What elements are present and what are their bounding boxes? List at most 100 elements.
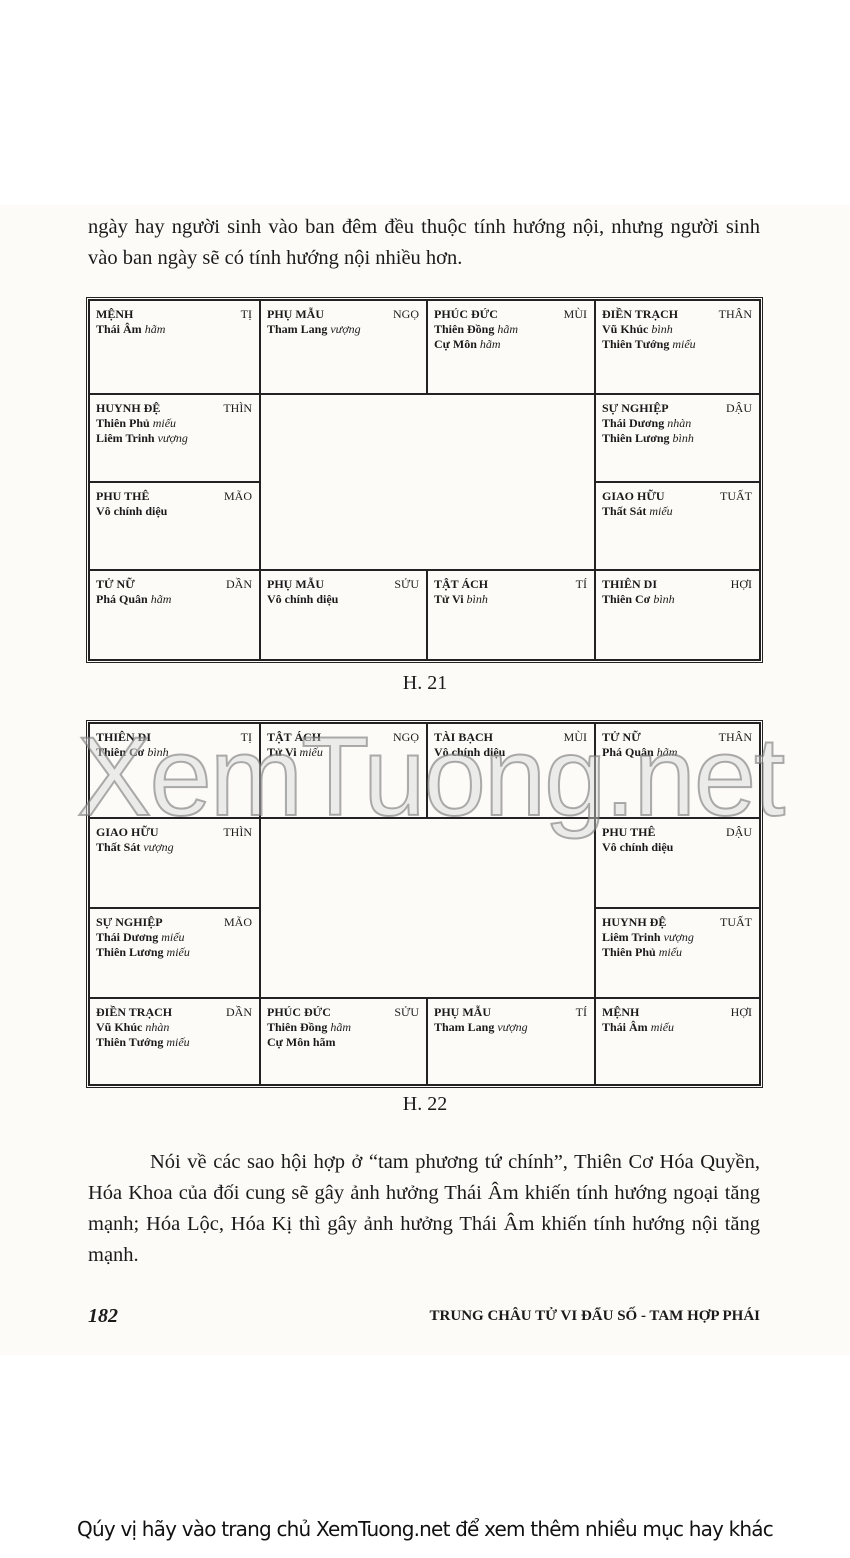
star-strength: nhàn (145, 1020, 170, 1034)
palace-cell: PHỤ MẪU SỬU Vô chính diệu (260, 570, 427, 660)
palace-cell: PHU THÊ MÃO Vô chính diệu (89, 482, 260, 570)
palace-name: PHỤ MẪU (267, 307, 324, 321)
palace-cell: TÀI BẠCH MÙI Vô chính diệu (427, 723, 595, 818)
chart-center (260, 394, 595, 570)
palace-branch: TỊ (240, 307, 252, 321)
star-strength: miếu (299, 745, 323, 759)
palace-branch: TUẤT (720, 915, 752, 929)
palace-branch: MÙI (563, 307, 587, 321)
star-strength: hãm (144, 322, 166, 336)
star-strength: miếu (166, 945, 190, 959)
palace-cell: GIAO HỮU TUẤT Thất Sát miếu (595, 482, 760, 570)
palace-name: ĐIỀN TRẠCH (602, 307, 679, 321)
palace-cell: ĐIỀN TRẠCH DẦN Vũ Khúc nhàn Thiên Tướng miế… (89, 998, 260, 1085)
star-strength: bình (672, 431, 694, 445)
palace-name: GIAO HỮU (96, 825, 159, 839)
palace-branch: SỬU (394, 577, 419, 591)
star-entry: Vô chính diệu (267, 592, 339, 606)
star-entry: Thiên Cơ bình (602, 592, 675, 606)
palace-cell: TẬT ÁCH TÍ Tử Vi bình (427, 570, 595, 660)
footer-promo-link[interactable]: Qúy vị hãy vào trang chủ XemTuong.net để… (77, 1517, 774, 1541)
palace-cell: THIÊN DI HỢI Thiên Cơ bình (595, 570, 760, 660)
palace-cell: PHỤ MẪU NGỌ Tham Lang vượng (260, 300, 427, 394)
palace-branch: HỢI (730, 577, 752, 591)
palace-name: GIAO HỮU (602, 489, 665, 503)
palace-cell: TỬ NỮ DẦN Phá Quân hãm (89, 570, 260, 660)
palace-branch: DẦN (226, 1005, 252, 1019)
chart-caption-h21: H. 21 (402, 672, 448, 694)
palace-branch: THÌN (223, 825, 252, 839)
star-entry: Thiên Phủ miếu (96, 416, 177, 430)
palace-branch: THÌN (223, 401, 252, 415)
palace-cell: THIÊN DI TỊ Thiên Cơ bình (89, 723, 260, 818)
palace-name: HUYNH ĐỆ (96, 401, 161, 415)
palace-branch: THÂN (718, 730, 752, 744)
star-entry: Thái Dương nhàn (602, 416, 692, 430)
palace-name: TẬT ÁCH (267, 730, 322, 744)
star-entry: Vô chính diệu (602, 840, 674, 854)
star-entry: Thiên Đồng hãm (434, 322, 519, 336)
palace-branch: THÂN (718, 307, 752, 321)
star-entry: Tử Vi bình (434, 592, 488, 606)
chart-h21: MỆNH TỊ Thái Âm hãm PHỤ MẪU NGỌ Tham Lang vượ… (86, 297, 763, 663)
star-strength: hãm (656, 745, 678, 759)
star-entry: Vũ Khúc nhàn (96, 1020, 170, 1034)
star-strength: hãm (497, 322, 519, 336)
star-strength: miếu (161, 930, 185, 944)
star-strength: miếu (152, 416, 177, 430)
book-page (0, 205, 850, 1355)
palace-name: TẬT ÁCH (434, 577, 489, 591)
star-strength: bình (653, 592, 675, 606)
star-entry: Liêm Trinh vượng (96, 431, 188, 445)
body-paragraph: Nói về các sao hội hợp ở “tam phương tứ … (88, 1151, 760, 1266)
star-strength: vượng (330, 322, 361, 336)
star-strength: miếu (650, 1020, 675, 1034)
palace-name: SỰ NGHIỆP (96, 915, 163, 929)
palace-branch: TÍ (575, 1005, 587, 1019)
palace-branch: DẦN (226, 577, 252, 591)
star-entry: Thiên Đồng hãm (267, 1020, 352, 1034)
palace-cell: MỆNH HỢI Thái Âm miếu (595, 998, 760, 1085)
star-entry: Phá Quân hãm (602, 745, 678, 759)
star-strength: miếu (649, 504, 673, 518)
palace-branch: NGỌ (393, 307, 419, 321)
palace-name: PHU THÊ (96, 489, 150, 503)
palace-cell: HUYNH ĐỆ TUẤT Liêm Trinh vượng Thiên Phủ mi… (595, 908, 760, 998)
running-header: TRUNG CHÂU TỬ VI ĐẨU SỐ - TAM HỢP PHÁI (429, 1308, 760, 1324)
star-entry: Tham Lang vượng (267, 322, 361, 336)
star-entry: Thất Sát miếu (602, 504, 673, 518)
star-entry: Cự Môn hãm (434, 337, 501, 351)
palace-name: PHÚC ĐỨC (267, 1005, 331, 1019)
palace-name: PHỤ MẪU (267, 577, 324, 591)
palace-cell: TẬT ÁCH NGỌ Tử Vi miếu (260, 723, 427, 818)
palace-cell: SỰ NGHIỆP DẬU Thái Dương nhàn Thiên Lương b… (595, 394, 760, 482)
palace-branch: DẬU (726, 401, 752, 415)
palace-branch: SỬU (394, 1005, 419, 1019)
palace-name: THIÊN DI (96, 730, 152, 744)
palace-name: HUYNH ĐỆ (602, 915, 667, 929)
star-strength: miếu (166, 1035, 190, 1049)
palace-cell: PHỤ MẪU TÍ Tham Lang vượng (427, 998, 595, 1085)
palace-name: THIÊN DI (602, 577, 658, 591)
star-entry: Thiên Tướng miếu (96, 1035, 190, 1049)
palace-name: TỬ NỮ (96, 577, 135, 591)
star-entry: Thiên Phủ miếu (602, 945, 683, 959)
palace-name: PHỤ MẪU (434, 1005, 491, 1019)
palace-cell: HUYNH ĐỆ THÌN Thiên Phủ miếu Liêm Trinh vượ… (89, 394, 260, 482)
star-entry: Thái Âm miếu (602, 1020, 675, 1034)
star-entry: Liêm Trinh vượng (602, 930, 694, 944)
palace-branch: MÃO (223, 489, 252, 503)
palace-branch: NGỌ (393, 730, 419, 744)
palace-cell: TỬ NỮ THÂN Phá Quân hãm (595, 723, 760, 818)
palace-name: PHU THÊ (602, 825, 656, 839)
star-entry: Thái Dương miếu (96, 930, 185, 944)
star-entry: Thái Âm hãm (96, 322, 166, 336)
palace-cell: SỰ NGHIỆP MÃO Thái Dương miếu Thiên Lương m… (89, 908, 260, 998)
star-entry: Cự Môn hãm (267, 1035, 336, 1049)
star-strength: vượng (497, 1020, 528, 1034)
star-strength: vượng (663, 930, 694, 944)
palace-cell: PHÚC ĐỨC MÙI Thiên Đồng hãm Cự Môn hãm (427, 300, 595, 394)
star-entry: Vũ Khúc bình (602, 322, 673, 336)
palace-branch: TÍ (575, 577, 587, 591)
palace-name: TÀI BẠCH (434, 730, 494, 744)
